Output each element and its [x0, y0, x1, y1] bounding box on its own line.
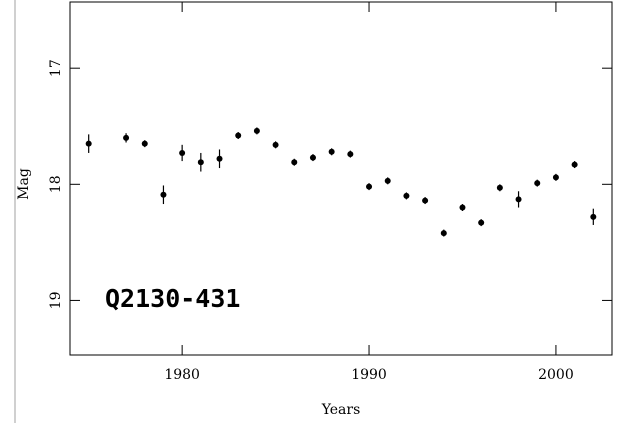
- data-point: [160, 191, 167, 198]
- data-point: [235, 132, 242, 139]
- data-point: [459, 204, 466, 211]
- y-axis-label: Mag: [16, 168, 32, 200]
- data-point: [384, 177, 391, 184]
- x-tick-label: 1980: [164, 367, 200, 383]
- data-point: [366, 183, 373, 190]
- y-tick-label: 19: [48, 292, 64, 310]
- data-point: [328, 148, 335, 155]
- annotation: Q2130-431: [105, 284, 240, 313]
- data-point: [291, 159, 298, 166]
- data-point: [496, 184, 503, 191]
- data-point: [309, 154, 316, 161]
- data-point: [403, 192, 410, 199]
- data-point: [515, 196, 522, 203]
- data-point: [253, 127, 260, 134]
- data-point: [571, 161, 578, 168]
- x-tick-label: 1990: [351, 367, 387, 383]
- data-point: [179, 149, 186, 156]
- data-point: [216, 155, 223, 162]
- x-tick-label: 2000: [538, 367, 574, 383]
- x-axis-label: Years: [321, 402, 361, 418]
- data-point: [272, 141, 279, 148]
- data-point: [552, 174, 559, 181]
- plot-frame: [69, 1, 613, 356]
- data-point: [590, 213, 597, 220]
- y-tick-label: 17: [48, 59, 64, 77]
- data-point: [347, 151, 354, 158]
- data-point: [440, 230, 447, 237]
- data-point: [85, 140, 92, 147]
- data-point: [534, 180, 541, 187]
- data-point: [478, 219, 485, 226]
- data-point: [123, 134, 130, 141]
- data-point: [422, 197, 429, 204]
- y-tick-label: 18: [48, 175, 64, 193]
- data-point: [141, 140, 148, 147]
- data-point: [197, 159, 204, 166]
